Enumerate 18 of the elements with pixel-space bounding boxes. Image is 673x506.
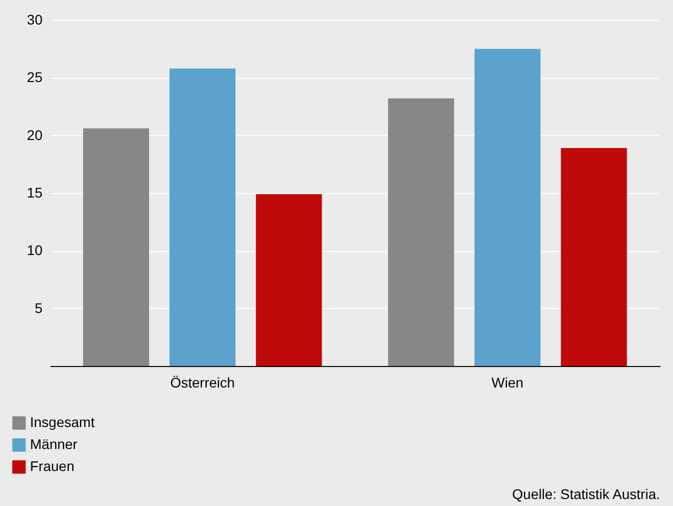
source-note: Quelle: Statistik Austria.	[512, 486, 660, 502]
y-tick-label: 10	[26, 242, 43, 258]
legend-label: Insgesamt	[30, 414, 95, 430]
y-tick-label: 20	[26, 126, 43, 143]
y-tick-label: 15	[26, 184, 43, 200]
bar	[256, 194, 322, 366]
bar	[560, 148, 627, 366]
x-tick-label: Österreich	[170, 374, 235, 390]
legend-label: Männer	[30, 436, 78, 452]
bar	[170, 68, 236, 366]
y-tick-label: 25	[26, 69, 43, 86]
bar	[83, 128, 150, 366]
legend-label: Frauen	[30, 458, 74, 474]
bar	[474, 48, 540, 366]
y-tick-label: 30	[26, 12, 43, 28]
x-tick-label: Wien	[492, 374, 524, 390]
y-tick-label: 5	[34, 300, 43, 316]
bar	[388, 98, 454, 366]
